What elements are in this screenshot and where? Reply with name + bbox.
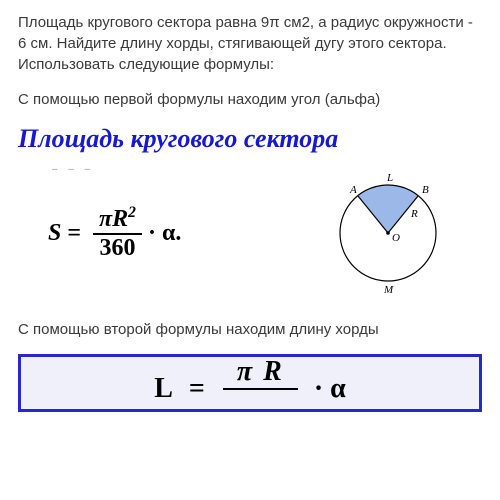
step2-text: С помощью второй формулы находим длину х… [18,319,482,340]
formula-arc: L = π R · α [154,369,346,409]
f1-num: πR2 [93,204,142,235]
f1-fraction: πR2 360 [93,204,142,262]
label-o: O [392,232,400,244]
problem-statement: Площадь кругового сектора равна 9π см2, … [18,12,482,75]
center-dot [386,231,390,235]
f2-eq: = [189,373,205,405]
sector-heading: Площадь кругового сектора [18,124,482,154]
f2-fraction: π R [223,356,298,412]
circle-diagram: A L B R O M [332,171,462,295]
formula-area: S = πR2 360 · α. [48,204,181,262]
f2-num: π R [223,356,298,390]
label-m: M [383,284,394,295]
f1-lhs: S [48,220,61,247]
f2-den [223,390,298,412]
formula-box: L = π R · α [18,354,482,412]
label-b: B [422,184,429,196]
f1-eq: = [67,220,81,247]
f2-lhs: L [154,373,173,405]
f2-tail: · α [314,373,346,405]
sector-fill [358,185,418,233]
f1-tail: · α. [148,220,181,247]
label-l: L [386,172,393,184]
formula-and-circle: S = πR2 360 · α. A L B R O M [18,171,482,305]
step1-text: С помощью первой формулы находим угол (а… [18,89,482,110]
label-a: A [349,184,357,196]
label-r: R [410,208,418,220]
f1-den: 360 [93,235,142,262]
